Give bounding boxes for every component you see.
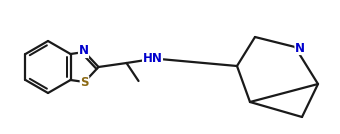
Text: N: N xyxy=(79,44,88,57)
Text: HN: HN xyxy=(142,51,163,64)
Text: N: N xyxy=(295,42,305,55)
Text: S: S xyxy=(80,77,89,90)
